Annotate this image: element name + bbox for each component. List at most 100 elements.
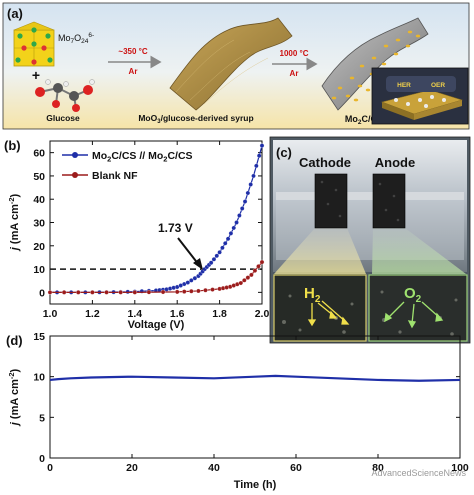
syrup-label: MoO3/glucose-derived syrup <box>138 113 253 125</box>
watermark: AdvancedScienceNews <box>371 468 466 478</box>
chart-b-xtick-label: 1.2 <box>85 308 100 320</box>
chart-b-series-0-point <box>208 260 214 266</box>
chart-b-series-1-point <box>238 280 244 286</box>
annotation-arrow <box>177 237 200 266</box>
chart-d-ytick-label: 0 <box>39 453 45 465</box>
chart-b-xlabel: Voltage (V) <box>128 319 185 331</box>
polyoxomolybdate-structure-icon <box>13 21 55 67</box>
chart-b-series-1-point <box>189 289 194 294</box>
chart-b-series-1-point <box>259 259 265 265</box>
legend-label-blank-nf: Blank NF <box>92 170 138 182</box>
anode-zoom-beam <box>372 228 466 274</box>
panel-d: (d) 0 20 40 60 80 100 0 5 10 15 Time (h) j (mA cm… <box>6 331 469 491</box>
chart-d-ytick-label: 5 <box>39 412 45 424</box>
chart-b-series <box>47 143 265 295</box>
chart-b-series-0-point <box>237 213 242 218</box>
chart-b-series-0-point <box>185 280 191 285</box>
chart-b-ytick-label: 40 <box>33 194 45 206</box>
chart-b-series-0-point <box>234 220 239 225</box>
chart-b-series-0-point <box>251 173 256 179</box>
panel-b-label: (b) <box>4 138 21 153</box>
chart-b-series-1-point <box>203 288 208 293</box>
step2-temperature: 1000 °C <box>280 49 309 58</box>
chart-d-xtick-label: 40 <box>208 462 220 474</box>
chart-b-series-0-point <box>259 143 265 148</box>
inset-her-label: HER <box>397 82 411 89</box>
cathode-zoom-beam <box>274 228 366 274</box>
o2-label: O2 <box>404 285 422 305</box>
chart-b-ytick-label: 50 <box>33 171 45 183</box>
chart-b-series-0-line <box>50 145 263 293</box>
anode-label: Anode <box>375 155 415 170</box>
chart-b-series-1-point <box>256 264 261 269</box>
mo2c-carbon-sheet-illustration <box>321 17 429 111</box>
chart-b-series-1-point <box>104 290 109 295</box>
chart-b-xtick-label: 1.0 <box>43 308 58 320</box>
chart-b-xtick-label: 1.8 <box>212 308 227 320</box>
annotation-arrowhead <box>193 258 203 270</box>
o2-bubble-zoom <box>368 274 468 342</box>
panel-d-label: (d) <box>6 333 23 348</box>
chart-b-ytick-label: 30 <box>33 218 45 230</box>
mo7o24-formula: Mo7O246- <box>58 32 94 45</box>
step1-temperature: ~350 °C <box>118 47 147 56</box>
chart-b-ytick-label: 20 <box>33 241 45 253</box>
chart-d-ytick-label: 10 <box>33 372 45 384</box>
chart-b-series-1-point <box>61 290 67 295</box>
chart-b-series-1-point <box>47 290 53 295</box>
chart-d-xlabel: Time (h) <box>234 479 277 491</box>
h2-label: H2 <box>304 285 321 305</box>
h2-bubble-zoom <box>273 274 367 342</box>
chart-b-series-0-point <box>239 206 245 211</box>
chart-d-ytick-label: 15 <box>33 331 45 343</box>
chart-b-series-1-point <box>249 272 254 278</box>
chart-b-series-0-point <box>223 241 228 246</box>
legend-marker-mo2c <box>72 152 78 158</box>
chart-b-series-0-point <box>189 278 194 283</box>
chart-b-ylabel: j (mA cm-2) <box>7 193 21 252</box>
chart-b-series-0-point <box>245 190 251 196</box>
chart-b-series-0-point <box>192 275 198 281</box>
anode-electrode <box>372 173 406 229</box>
chart-b-series-1-point <box>242 278 247 283</box>
chart-b-series-0-point <box>211 257 217 262</box>
chart-b-xtick-label: 1.6 <box>170 308 185 320</box>
chart-d-xtick-label: 0 <box>47 462 53 474</box>
glucose-label: Glucose <box>46 113 80 123</box>
chart-b-ytick-label: 10 <box>33 264 45 276</box>
chart-d-ylabel: j (mA cm-2) <box>7 368 21 427</box>
chart-d-xtick-label: 20 <box>126 462 138 474</box>
chart-d-series-0-line <box>49 374 461 382</box>
chart-b-series-1-point <box>252 268 258 273</box>
chart-b-series-0-point <box>248 182 253 187</box>
step1-gas: Ar <box>129 67 138 76</box>
chart-d-xtick-label: 60 <box>290 462 302 474</box>
chart-b-xtick-label: 2.0 <box>255 308 270 320</box>
h2-bubble-arrows <box>307 300 350 327</box>
panel-a-label: (a) <box>7 6 23 21</box>
chart-b-series-1-point <box>210 287 215 292</box>
plus-sign: + <box>32 67 40 83</box>
cathode-electrode <box>314 173 348 229</box>
panel-c-label: (c) <box>276 145 292 160</box>
chart-b-series-0-point <box>231 225 236 231</box>
chart-d-xtick-label: 80 <box>372 462 384 474</box>
panel-c: Cathode Anode (c) H2 O2 <box>269 136 471 344</box>
chart-b-series-0-point <box>242 199 248 204</box>
chart-b-ytick-label: 0 <box>39 287 45 299</box>
chart-b-series-1-point <box>174 289 180 295</box>
chart-b-series-0-point <box>228 231 234 236</box>
chart-b-series-0-point <box>220 245 225 251</box>
chart-d-xtick-label: 100 <box>451 462 469 474</box>
chart-b-series-0-point <box>217 250 222 255</box>
chart-b-frame <box>49 140 263 305</box>
chart-b-axes: 1.0 1.2 1.4 1.6 1.8 2.0 0 10 20 30 40 50 60 <box>33 141 269 320</box>
chart-b-series-1-point <box>118 290 123 295</box>
glucose-molecule-icon <box>35 79 95 112</box>
chart-b-series-1-point <box>182 289 187 294</box>
panel-b: (b) 1.0 1.2 1.4 1.6 1.8 2.0 0 10 20 30 40 50 60 Mo2C… <box>4 138 269 331</box>
chart-d-frame <box>49 335 461 459</box>
chart-b-legend: Mo2C/CS // Mo2C/CS Blank NF <box>62 150 193 182</box>
chart-b-series-1-point <box>76 290 81 295</box>
chart-b-series-0-point <box>254 163 259 169</box>
